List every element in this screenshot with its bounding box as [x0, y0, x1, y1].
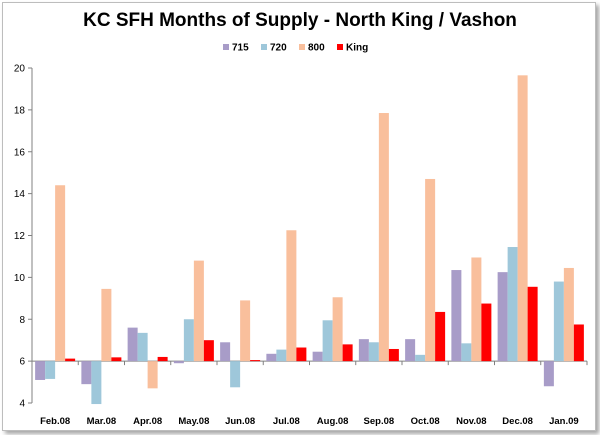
y-tick-label: 14 — [14, 189, 26, 200]
y-tick-label: 10 — [14, 273, 26, 284]
x-tick-label: Feb.08 — [40, 416, 70, 427]
bar-800-sep-08 — [378, 113, 389, 362]
bar-720-jul-08 — [276, 349, 287, 362]
bar-800-dec-08 — [517, 75, 528, 362]
bar-720-apr-08 — [137, 332, 148, 362]
bar-720-oct-08 — [415, 354, 426, 362]
axes: 4 6 8 10 12 14 16 18 20 — [14, 64, 588, 410]
bar-king-feb-08 — [65, 358, 76, 362]
bar-720-nov-08 — [461, 343, 472, 362]
legend-label-king: King — [346, 43, 368, 54]
bar-800-nov-08 — [471, 257, 482, 362]
bar-720-feb-08 — [45, 361, 56, 379]
bar-715-sep-08 — [358, 339, 369, 362]
bar-715-dec-08 — [497, 272, 508, 362]
x-tick-label: Jul.08 — [273, 416, 300, 427]
chart-title: KC SFH Months of Supply - North King / V… — [83, 10, 517, 31]
bar-800-aug-08 — [332, 297, 343, 362]
bar-king-jul-08 — [296, 347, 307, 362]
y-tick-label: 18 — [14, 105, 26, 116]
bar-king-mar-08 — [111, 357, 122, 362]
legend-swatch-715 — [223, 44, 229, 50]
bar-715-may-08 — [173, 361, 184, 364]
bar-720-aug-08 — [322, 320, 333, 362]
bar-715-nov-08 — [451, 270, 462, 362]
bar-king-may-08 — [203, 340, 214, 362]
bar-720-mar-08 — [91, 361, 102, 405]
x-tick-label: Sep.08 — [364, 416, 395, 427]
bar-720-jun-08 — [230, 361, 241, 388]
bar-800-oct-08 — [425, 178, 436, 362]
bar-715-jul-08 — [266, 353, 277, 362]
bar-800-jun-08 — [240, 300, 251, 362]
bar-800-feb-08 — [55, 185, 66, 362]
bar-720-dec-08 — [507, 247, 518, 362]
bar-715-apr-08 — [127, 327, 138, 362]
bar-715-mar-08 — [81, 361, 92, 385]
x-tick-label: Mar.08 — [87, 416, 117, 427]
bar-715-jun-08 — [220, 342, 231, 362]
bar-720-may-08 — [183, 319, 194, 362]
bar-800-apr-08 — [147, 361, 158, 389]
x-tick-label: Apr.08 — [133, 416, 162, 427]
bar-800-may-08 — [193, 260, 204, 362]
x-tick-label: Aug.08 — [317, 416, 349, 427]
legend-label-800: 800 — [308, 43, 325, 54]
legend-swatch-king — [337, 44, 343, 50]
x-tick-label: Jun.08 — [225, 416, 255, 427]
bar-800-mar-08 — [101, 288, 112, 362]
y-tick-label: 20 — [14, 64, 26, 75]
bar-720-sep-08 — [368, 342, 379, 362]
bar-king-nov-08 — [481, 303, 492, 362]
bar-king-sep-08 — [388, 348, 399, 362]
legend: 715 720 800 King — [223, 43, 368, 54]
x-tick-label: May.08 — [178, 416, 209, 427]
x-tick-label: Jan.09 — [549, 416, 579, 427]
legend-label-715: 715 — [232, 43, 249, 54]
bar-800-jan-09 — [563, 267, 574, 362]
bar-king-jun-08 — [250, 360, 261, 362]
bars — [35, 75, 584, 405]
bar-king-jan-09 — [573, 324, 584, 362]
bar-720-jan-09 — [553, 281, 564, 362]
y-tick-label: 12 — [14, 231, 26, 242]
bar-715-jan-09 — [543, 361, 554, 387]
y-tick-label: 16 — [14, 147, 26, 158]
bar-king-apr-08 — [157, 356, 168, 362]
bar-715-oct-08 — [405, 339, 416, 362]
y-tick-label: 6 — [19, 357, 25, 368]
category-labels: Feb.08 Mar.08 Apr.08 May.08 Jun.08 Jul.08 Aug.… — [40, 416, 579, 427]
bar-800-jul-08 — [286, 230, 297, 362]
bar-king-dec-08 — [527, 286, 538, 362]
legend-label-720: 720 — [270, 43, 287, 54]
bar-king-aug-08 — [342, 344, 353, 362]
bar-king-oct-08 — [435, 311, 446, 362]
bar-715-feb-08 — [35, 361, 46, 380]
x-tick-label: Dec.08 — [502, 416, 533, 427]
y-tick-label: 4 — [19, 399, 25, 410]
legend-swatch-720 — [261, 44, 267, 50]
legend-swatch-800 — [299, 44, 305, 50]
y-tick-label: 8 — [19, 315, 25, 326]
x-tick-label: Oct.08 — [411, 416, 440, 427]
bar-715-aug-08 — [312, 351, 323, 362]
x-tick-label: Nov.08 — [456, 416, 486, 427]
